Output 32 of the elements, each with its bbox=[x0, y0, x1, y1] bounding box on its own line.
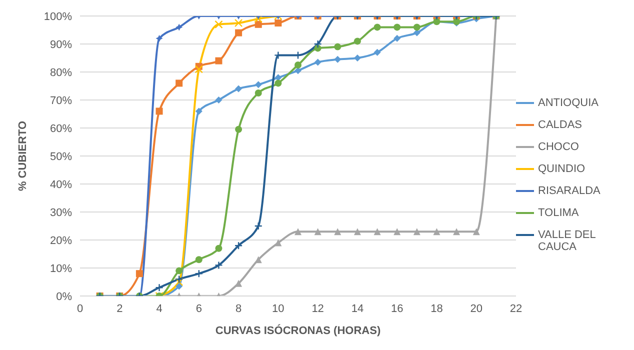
legend-label: CALDAS bbox=[538, 119, 584, 131]
y-tick-label: 30% bbox=[50, 206, 72, 219]
x-tick-label: 10 bbox=[272, 302, 284, 315]
y-tick-label: 80% bbox=[50, 66, 72, 79]
x-tick-label: 4 bbox=[156, 302, 162, 315]
legend-label: RISARALDA bbox=[538, 185, 602, 197]
y-tick-label: 100% bbox=[44, 10, 72, 23]
y-tick-label: 70% bbox=[50, 94, 72, 107]
legend-label: TOLIMA bbox=[538, 207, 580, 219]
legend-label: VALLE DEL CAUCA bbox=[538, 229, 596, 253]
x-tick-label: 2 bbox=[116, 302, 123, 315]
x-tick-label: 20 bbox=[470, 302, 482, 315]
x-axis-title: CURVAS ISÓCRONAS (HORAS) bbox=[215, 324, 381, 337]
x-tick-label: 22 bbox=[510, 302, 522, 315]
y-tick-label: 10% bbox=[50, 262, 72, 275]
y-tick-label: 60% bbox=[50, 122, 72, 135]
x-tick-label: 6 bbox=[196, 302, 202, 315]
y-axis-title: % CUBIERTO bbox=[16, 120, 29, 192]
legend-label: CHOCO bbox=[538, 141, 580, 153]
x-tick-label: 16 bbox=[390, 302, 404, 315]
y-tick-label: 50% bbox=[50, 150, 72, 163]
legend-label: ANTIOQUIA bbox=[538, 97, 600, 109]
x-tick-label: 0 bbox=[76, 302, 84, 315]
y-tick-label: 90% bbox=[50, 38, 72, 51]
x-tick-label: 12 bbox=[312, 302, 324, 315]
x-tick-label: 8 bbox=[235, 302, 242, 315]
legend-label: QUINDIO bbox=[538, 163, 586, 175]
x-tick-label: 18 bbox=[430, 302, 443, 315]
y-tick-label: 20% bbox=[50, 234, 72, 247]
x-tick-label: 14 bbox=[351, 302, 364, 315]
y-tick-label: 40% bbox=[50, 178, 72, 191]
y-tick-label: 0% bbox=[56, 290, 72, 303]
